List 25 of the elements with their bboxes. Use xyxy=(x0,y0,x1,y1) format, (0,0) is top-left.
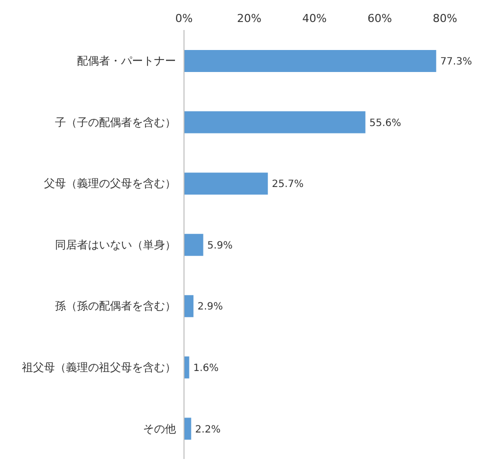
y-tick-label: 子（子の配偶者を含む） xyxy=(55,116,176,129)
y-tick-label: 祖父母（義理の祖父母を含む） xyxy=(22,360,176,374)
x-tick-label: 80% xyxy=(432,12,458,25)
y-tick-label: 同居者はいない（単身） xyxy=(55,238,176,252)
data-label: 2.2% xyxy=(195,424,221,436)
x-tick-label: 20% xyxy=(237,12,262,25)
data-label: 1.6% xyxy=(193,362,219,374)
bar xyxy=(184,418,192,440)
bar xyxy=(184,111,366,134)
x-tick-label: 40% xyxy=(302,12,327,25)
data-label: 5.9% xyxy=(207,240,233,252)
data-label: 25.7% xyxy=(272,179,304,190)
y-tick-label: 父母（義理の父母を含む） xyxy=(44,177,176,190)
bar xyxy=(184,295,194,318)
y-tick-label: 孫（孫の配偶者を含む） xyxy=(55,300,176,313)
data-label: 77.3% xyxy=(440,56,472,68)
bar xyxy=(184,234,204,256)
y-tick-label: その他 xyxy=(143,422,176,436)
y-tick-label: 配偶者・パートナー xyxy=(77,54,176,68)
x-tick-label: 0% xyxy=(175,12,193,25)
data-label: 55.6% xyxy=(369,118,402,129)
x-tick-label: 60% xyxy=(368,12,392,25)
bar xyxy=(184,172,268,195)
data-label: 2.9% xyxy=(197,302,223,313)
bar xyxy=(184,50,436,72)
